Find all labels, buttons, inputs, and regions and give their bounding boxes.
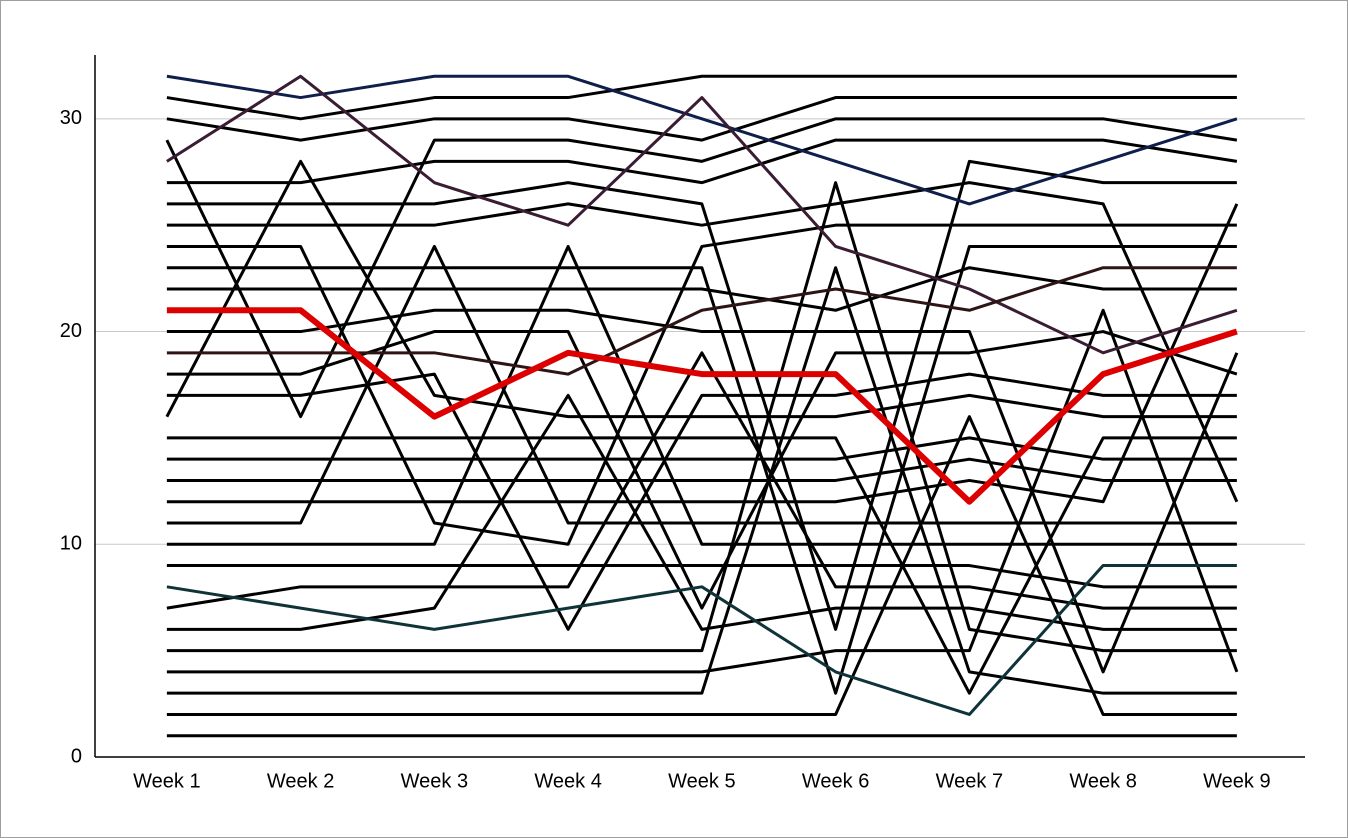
lines <box>165 74 1239 738</box>
y-tick-label: 10 <box>60 533 82 555</box>
series-line <box>165 159 1237 419</box>
series-line <box>166 138 1238 185</box>
series-line <box>166 436 1237 461</box>
series-line <box>166 308 1239 674</box>
series-line <box>166 564 1237 589</box>
series-line <box>165 117 1238 419</box>
series-line <box>166 74 1238 355</box>
series-line <box>166 351 1237 610</box>
x-tick-label: Week 9 <box>1203 770 1270 792</box>
x-tick-label: Week 4 <box>534 770 601 792</box>
series-line <box>166 457 1237 482</box>
x-tick-label: Week 2 <box>267 770 334 792</box>
series-line <box>166 266 1237 376</box>
series-line <box>166 307 1238 505</box>
series-line <box>166 564 1237 716</box>
series-line <box>166 393 1237 631</box>
series-line <box>166 223 1237 546</box>
x-tick-label: Week 7 <box>936 770 1003 792</box>
x-tick-label: Week 8 <box>1069 770 1136 792</box>
series-line <box>166 436 1237 695</box>
x-tick-label: Week 5 <box>668 770 735 792</box>
series-line <box>166 330 1238 610</box>
series-line <box>166 181 1237 653</box>
y-tick-label: 20 <box>60 320 82 342</box>
y-tick-label: 0 <box>71 745 82 767</box>
series-line <box>166 181 1239 503</box>
x-tick-label: Week 6 <box>802 770 869 792</box>
x-tick-label: Week 1 <box>133 770 200 792</box>
y-tick-label: 30 <box>60 107 82 129</box>
series-line <box>166 96 1237 142</box>
series-line <box>166 74 1238 206</box>
x-tick-label: Week 3 <box>401 770 468 792</box>
series-line <box>166 372 1237 631</box>
series-line <box>166 266 1237 695</box>
series-line <box>166 244 1237 546</box>
series-line <box>166 203 1239 504</box>
series-line <box>166 244 1237 695</box>
